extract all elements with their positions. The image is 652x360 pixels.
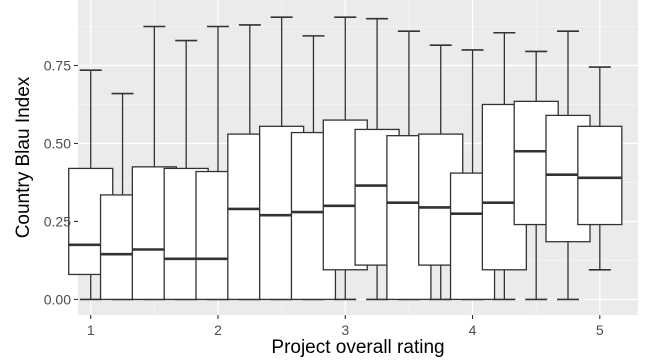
y-axis-title: Country Blau Index bbox=[13, 76, 34, 238]
y-axis: 0.00 0.25 0.50 0.75 bbox=[44, 57, 78, 307]
y-tick-label: 0.00 bbox=[44, 291, 71, 307]
box-group bbox=[577, 66, 623, 271]
x-tick-label: 5 bbox=[596, 322, 604, 338]
y-tick-label: 0.50 bbox=[44, 135, 71, 151]
y-tick-label: 0.25 bbox=[44, 213, 71, 229]
x-axis-title: Project overall rating bbox=[271, 337, 444, 358]
x-tick-label: 4 bbox=[469, 322, 477, 338]
x-tick-label: 3 bbox=[341, 322, 349, 338]
x-tick-label: 2 bbox=[214, 322, 222, 338]
x-tick-label: 1 bbox=[87, 322, 95, 338]
x-axis: 1 2 3 4 5 bbox=[87, 315, 604, 338]
box-iqr bbox=[577, 125, 623, 226]
boxplot-series bbox=[68, 16, 623, 301]
y-tick-label: 0.75 bbox=[44, 57, 71, 73]
